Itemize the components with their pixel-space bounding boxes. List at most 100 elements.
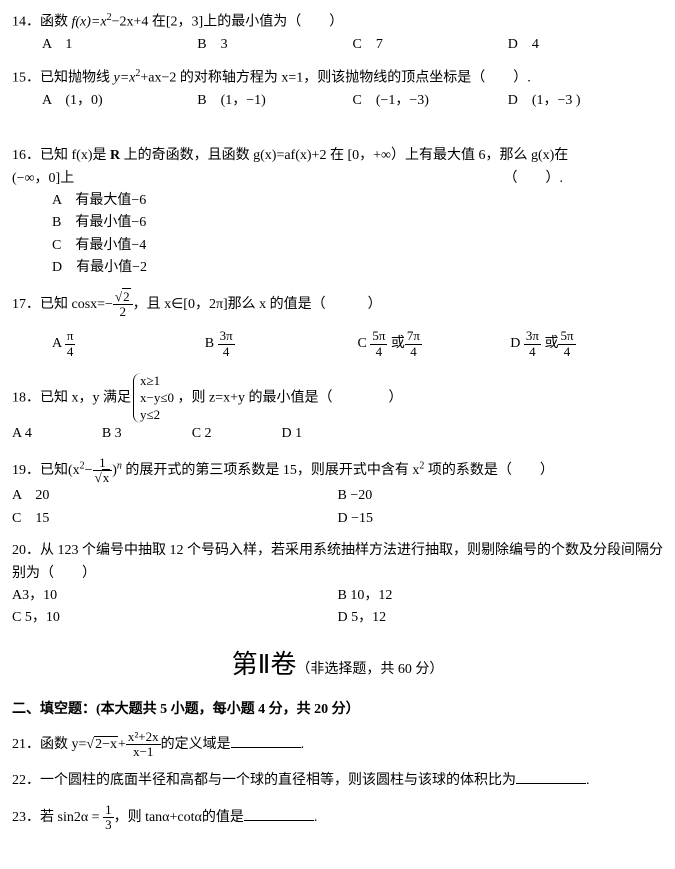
q14-ta: 函数 [40, 15, 72, 30]
q15-yx: y=x [114, 71, 136, 86]
q17-opt-b: B 3π4 [205, 329, 358, 359]
q23-fn: 1 [103, 803, 114, 818]
q15-tb: +ax−2 的对称轴方程为 x=1，则该抛物线的顶点坐标是（ ）. [140, 71, 530, 86]
q21-fd: x−1 [126, 745, 161, 759]
q17-c-mid: 或 [387, 336, 405, 351]
q20-opt-a: A3，10 [12, 585, 338, 607]
q22-blank [516, 769, 586, 784]
q16-opt-b: B 有最小值−6 [52, 212, 358, 234]
q19-opt-d: D −15 [338, 508, 664, 530]
q16-tb: 上的奇函数，且函数 g(x)=af(x)+2 在 [0，+∞）上有最大值 6，那… [120, 148, 568, 163]
q19-fd: x [102, 469, 111, 485]
q16-options: A 有最大值−6 B 有最小值−6 C 有最小值−4 D 有最小值−2 [12, 190, 663, 280]
q18-num: 18． [12, 390, 40, 405]
q17-d-label: D [510, 336, 524, 351]
q17-a-num: π [65, 329, 76, 344]
q19-stem: 19．已知(x2−1x)n 的展开式的第三项系数是 15，则展开式中含有 x2 … [12, 456, 663, 486]
q20-opt-b: B 10，12 [338, 585, 664, 607]
q21-blank [231, 733, 301, 748]
q18-b1: x≥1 [140, 373, 174, 390]
q14-num: 14． [12, 15, 40, 30]
q16-opt-a: A 有最大值−6 [52, 190, 388, 212]
q21-tb: + [118, 737, 126, 752]
q19-ta: 已知(x [40, 463, 80, 478]
question-18: 18．已知 x，y 满足x≥1x−y≤0y≤2 ，则 z=x+y 的最小值是（ … [12, 373, 663, 446]
q15-opt-a: A (1，0) [42, 90, 197, 112]
q23-num: 23． [12, 810, 40, 825]
question-17: 17．已知 cosx=−22，且 x∈[0，2π]那么 x 的值是（ ） A π… [12, 290, 663, 359]
q15-options: A (1，0) B (1，−1) C (−1，−3) D (1，−3 ) [12, 90, 663, 112]
question-22: 22．一个圆柱的底面半径和高都与一个球的直径相等，则该圆柱与该球的体积比为. [12, 769, 663, 792]
q17-b-num: 3π [218, 329, 235, 344]
q18-ta: 已知 x，y 满足 [40, 390, 131, 405]
q16-tc: (−∞，0]上 [12, 168, 74, 190]
q17-c-d2: 4 [405, 345, 422, 359]
q19-opt-a: A 20 [12, 485, 338, 507]
q17-opt-c: C 5π4 或7π4 [358, 329, 511, 359]
q17-a-label: A [52, 336, 65, 351]
q16-num: 16． [12, 148, 40, 163]
q14-opt-b: B 3 [197, 34, 352, 56]
q21-fn: x²+2x [126, 730, 161, 745]
q17-d-n1: 3π [524, 329, 541, 344]
q18-options: A 4 B 3 C 2 D 1 [12, 423, 663, 445]
fill-header: 二、填空题：(本大题共 5 小题，每小题 4 分，共 20 分） [12, 699, 663, 721]
question-21: 21．函数 y=2−x+x²+2xx−1的定义域是. [12, 730, 663, 760]
q16-opt-d: D 有最小值−2 [52, 257, 358, 279]
q19-tb: − [85, 463, 93, 478]
q20-options: A3，10 B 10，12 C 5，10 D 5，12 [12, 585, 663, 630]
q17-options: A π4 B 3π4 C 5π4 或7π4 D 3π4 或5π4 [12, 329, 663, 359]
q18-stem: 18．已知 x，y 满足x≥1x−y≤0y≤2 ，则 z=x+y 的最小值是（ … [12, 373, 663, 424]
q20-text: 从 123 个编号中抽取 12 个号码入样，若采用系统抽样方法进行抽取，则剔除编… [12, 543, 663, 580]
q15-opt-c: C (−1，−3) [353, 90, 508, 112]
q15-opt-b: B (1，−1) [197, 90, 352, 112]
section-2-sub: （非选择题，共 60 分） [296, 662, 443, 677]
q16-ta: 已知 f(x)是 [40, 148, 110, 163]
q22-num: 22． [12, 773, 40, 788]
q21-ta: 函数 y= [40, 737, 86, 752]
section-2-title: 第Ⅱ卷（非选择题，共 60 分） [12, 644, 663, 686]
q15-opt-d: D (1，−3 ) [508, 90, 663, 112]
q18-opt-a: A 4 [12, 423, 32, 445]
q16-opt-c: C 有最小值−4 [52, 235, 388, 257]
q17-stem: 17．已知 cosx=−22，且 x∈[0，2π]那么 x 的值是（ ） [12, 290, 663, 320]
q16-stem: 16．已知 f(x)是 R 上的奇函数，且函数 g(x)=af(x)+2 在 [… [12, 145, 663, 167]
q17-frac: 22 [113, 290, 133, 320]
q17-opt-d: D 3π4 或5π4 [510, 329, 663, 359]
q19-options: A 20 B −20 C 15 D −15 [12, 485, 663, 530]
q18-opt-c: C 2 [192, 423, 212, 445]
q21-frac: x²+2xx−1 [126, 730, 161, 760]
q16-R: R [110, 148, 120, 163]
q21-num: 21． [12, 737, 40, 752]
q19-frac: 1x [93, 456, 113, 486]
q23-ta: 若 sin2α = [40, 810, 103, 825]
q15-num: 15． [12, 71, 40, 86]
q23-tb: ，则 tanα+cotα的值是 [114, 810, 244, 825]
q19-opt-c: C 15 [12, 508, 338, 530]
q18-tb: ，则 z=x+y 的最小值是（ ） [174, 390, 403, 405]
q23-fd: 3 [103, 818, 114, 832]
q17-c-n1: 5π [370, 329, 387, 344]
q21-sqrt: 2−x [86, 734, 118, 756]
q18-opt-d: D 1 [282, 423, 303, 445]
q20-num: 20． [12, 543, 40, 558]
q17-d-d1: 4 [524, 345, 541, 359]
q17-num: 17． [12, 297, 40, 312]
q22-ta: 一个圆柱的底面半径和高都与一个球的直径相等，则该圆柱与该球的体积比为 [40, 773, 516, 788]
q17-tb: ，且 x∈[0，2π]那么 x 的值是（ ） [133, 297, 382, 312]
q17-b-den: 4 [218, 345, 235, 359]
q18-b2: x−y≤0 [140, 390, 174, 407]
q14-tb: −2x+4 在[2，3]上的最小值为（ ） [112, 15, 344, 30]
q19-td: 的展开式的第三项系数是 15，则展开式中含有 x [122, 463, 420, 478]
q17-d-d2: 4 [558, 345, 575, 359]
q18-brace: x≥1x−y≤0y≤2 [133, 373, 174, 424]
q17-opt-a: A π4 [52, 329, 205, 359]
q21-tc: 的定义域是 [161, 737, 231, 752]
q17-c-d1: 4 [370, 345, 387, 359]
q14-opt-d: D 4 [508, 34, 663, 56]
q20-opt-c: C 5，10 [12, 607, 338, 629]
q15-stem: 15．已知抛物线 y=x2+ax−2 的对称轴方程为 x=1，则该抛物线的顶点坐… [12, 66, 663, 90]
q17-d-n2: 5π [558, 329, 575, 344]
q17-d-mid: 或 [541, 336, 559, 351]
q19-num: 19． [12, 463, 40, 478]
